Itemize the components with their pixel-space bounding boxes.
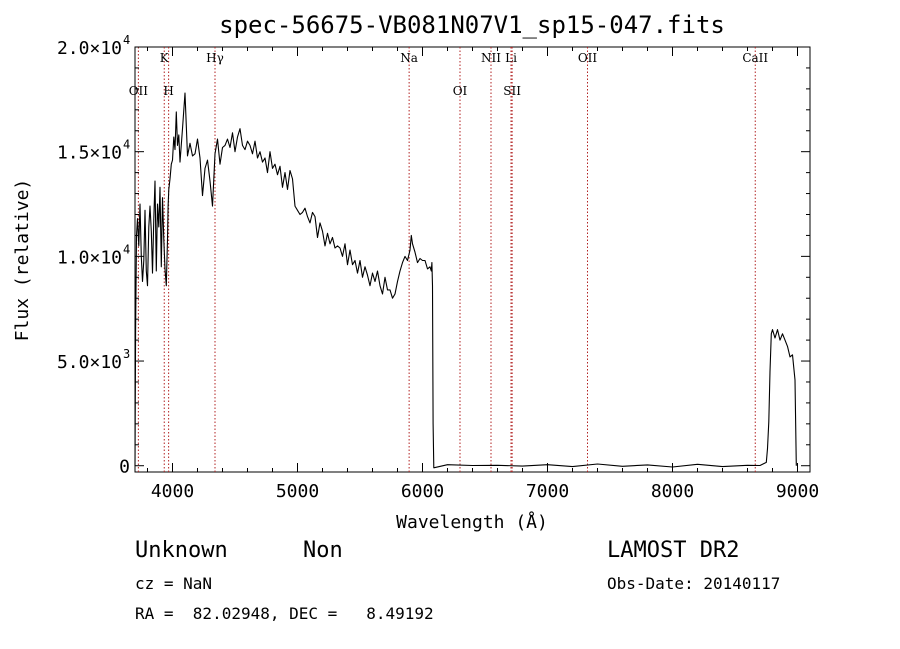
x-tick-label: 6000 — [401, 481, 444, 502]
y-tick-exponent: 4 — [123, 33, 130, 47]
y-tick-exponent: 3 — [123, 347, 130, 361]
y-tick-exponent: 4 — [123, 242, 130, 256]
x-axis: 4000 5000 6000 7000 8000 9000 — [147, 47, 819, 502]
y-tick-label: 5.0×10 — [57, 352, 122, 373]
spectral-line-label: OII — [578, 51, 598, 65]
x-tick-label: 8000 — [651, 481, 694, 502]
x-tick-label: 7000 — [526, 481, 569, 502]
chart-title: spec-56675-VB081N07V1_sp15-047.fits — [219, 11, 725, 39]
y-tick-label: 0 — [119, 457, 130, 478]
plot-frame — [134, 46, 811, 473]
spectrum-line — [134, 92, 797, 469]
y-axis: 05.0×10 31.0×10 41.5×10 42.0×10 4 — [57, 33, 810, 478]
spectral-line-label: Na — [400, 51, 418, 65]
spectral-line-label: OII — [129, 84, 149, 98]
x-axis-label: Wavelength (Å) — [396, 511, 548, 533]
spectral-line-label: Li — [505, 51, 517, 65]
y-tick-label: 2.0×10 — [57, 38, 122, 59]
y-axis-label: Flux (relative) — [12, 179, 33, 342]
spectral-line-label: Hγ — [206, 51, 224, 65]
spectral-line-label: SII — [503, 84, 521, 98]
y-tick-exponent: 4 — [123, 138, 130, 152]
object-class-label: Unknown — [135, 538, 228, 563]
spectral-line-label: NII — [481, 51, 501, 65]
x-tick-label: 5000 — [276, 481, 319, 502]
redshift-cz: cz = NaN — [135, 574, 213, 593]
spectral-line-label: H — [163, 84, 173, 98]
observation-date: Obs-Date: 20140117 — [607, 574, 781, 593]
spectral-line-label: OI — [453, 84, 468, 98]
spectral-line-label: CaII — [742, 51, 768, 65]
spectral-line-markers: OII K H Hγ Na OI NII Li SII OII CaII — [129, 47, 768, 472]
coordinates: RA = 82.02948, DEC = 8.49192 — [135, 604, 434, 623]
x-tick-label: 4000 — [151, 481, 194, 502]
y-tick-label: 1.5×10 — [57, 143, 122, 164]
spectral-line-label: K — [160, 51, 170, 65]
spectrum-series — [134, 92, 797, 469]
x-tick-label: 9000 — [776, 481, 819, 502]
y-tick-label: 1.0×10 — [57, 247, 122, 268]
object-subclass-label: Non — [303, 538, 343, 563]
survey-label: LAMOST DR2 — [607, 538, 740, 563]
